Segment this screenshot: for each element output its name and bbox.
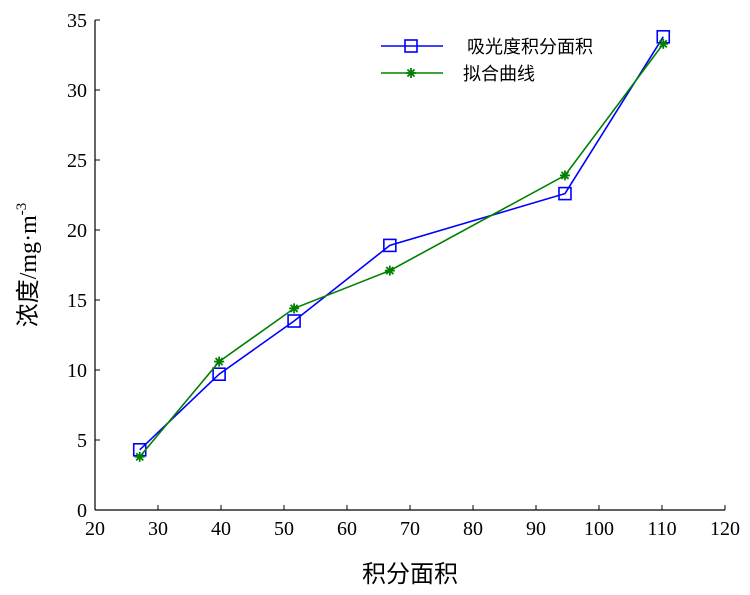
x-tick-label: 20 <box>85 518 105 540</box>
star-stroke <box>214 357 224 366</box>
x-tick-label: 90 <box>526 518 546 540</box>
star-stroke <box>135 452 144 461</box>
legend-item: 吸光度积分面积 <box>381 37 593 57</box>
y-tick-label: 30 <box>67 80 87 102</box>
series-star <box>134 38 669 462</box>
star-marker <box>134 451 145 462</box>
x-tick-label: 120 <box>710 518 740 540</box>
star-marker <box>214 356 225 367</box>
star-stroke <box>406 68 416 78</box>
y-axis-label-sup: -3 <box>14 203 30 216</box>
star-stroke <box>659 39 668 48</box>
y-tick-label: 0 <box>77 500 87 522</box>
series-layer <box>132 29 671 462</box>
y-tick-label: 10 <box>67 360 87 382</box>
star-stroke <box>385 266 395 275</box>
x-tick-label: 80 <box>463 518 483 540</box>
star-stroke <box>289 304 299 313</box>
star-marker <box>384 265 395 276</box>
x-axis-label: 积分面积 <box>362 561 458 588</box>
legend-item: 拟合曲线 <box>381 64 535 84</box>
legend-label: 拟合曲线 <box>463 64 535 84</box>
series-square <box>132 29 671 457</box>
axes: 20 30 40 50 60 70 80 90 100 110 120 0 5 10 15 20 25 30 35 <box>67 10 740 540</box>
y-tick-label: 20 <box>67 220 87 242</box>
y-axis-label-main: 浓度/mg·m <box>15 215 42 327</box>
series-line <box>139 43 664 458</box>
x-tick-label: 50 <box>274 518 294 540</box>
square-marker <box>212 367 226 382</box>
star-marker <box>406 68 416 78</box>
y-tick-label: 35 <box>67 10 87 32</box>
x-tick-label: 60 <box>337 518 357 540</box>
square-marker <box>383 238 397 253</box>
y-tick-label: 25 <box>67 150 87 172</box>
star-marker <box>289 303 300 314</box>
y-axis-label: 浓度/mg·m-3 <box>14 203 42 328</box>
x-tick-label: 100 <box>584 518 614 540</box>
x-tick-label: 40 <box>211 518 231 540</box>
y-tick-label: 15 <box>67 290 87 312</box>
series-line <box>139 36 664 451</box>
square-marker <box>558 186 572 201</box>
square-marker <box>404 39 418 53</box>
x-tick-label: 30 <box>148 518 168 540</box>
legend-label: 吸光度积分面积 <box>467 37 593 57</box>
x-tick-label: 70 <box>400 518 420 540</box>
y-tick-label: 5 <box>77 430 87 452</box>
square-marker <box>287 314 301 328</box>
star-marker <box>658 38 669 49</box>
star-marker <box>559 170 570 181</box>
star-stroke <box>560 171 570 180</box>
x-tick-label: 110 <box>647 518 676 540</box>
